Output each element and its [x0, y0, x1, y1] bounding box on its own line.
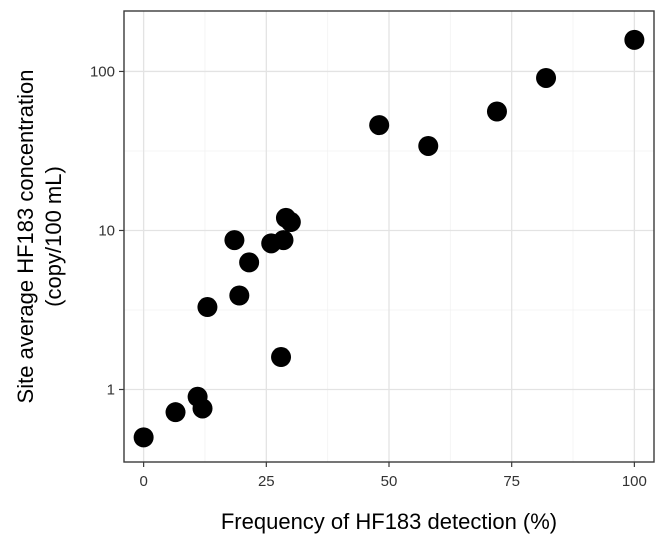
data-point [165, 402, 186, 423]
data-point [133, 427, 154, 448]
data-point [271, 347, 292, 368]
data-point [273, 230, 294, 251]
x-tick-label: 100 [622, 473, 647, 490]
y-axis-title-line-2: (copy/100 mL) [41, 166, 66, 307]
y-tick-label: 1 [107, 381, 115, 398]
data-point [229, 285, 250, 306]
y-axis-title: Site average HF183 concentration (copy/1… [13, 70, 66, 404]
data-point [536, 67, 557, 88]
y-tick-label: 10 [98, 222, 115, 239]
data-point [418, 135, 439, 156]
data-point [280, 212, 301, 233]
x-tick-label: 0 [139, 473, 147, 490]
data-point [224, 230, 245, 251]
y-tick-label: 100 [90, 63, 115, 80]
data-points [133, 29, 645, 448]
data-point [486, 101, 507, 122]
grid-lines [124, 11, 654, 462]
data-point [197, 297, 218, 318]
axis-ticks [119, 70, 635, 467]
tick-labels: 0 25 50 75 100 1 10 100 [90, 63, 647, 490]
y-axis-title-line-1: Site average HF183 concentration [13, 70, 38, 404]
x-axis-title: Frequency of HF183 detection (%) [221, 509, 557, 534]
x-tick-label: 50 [381, 473, 398, 490]
x-tick-label: 25 [258, 473, 275, 490]
plot-panel-border [123, 10, 655, 463]
x-tick-label: 75 [503, 473, 520, 490]
data-point [192, 398, 213, 419]
data-point [239, 252, 260, 273]
data-point [624, 29, 645, 50]
data-point [369, 115, 390, 136]
